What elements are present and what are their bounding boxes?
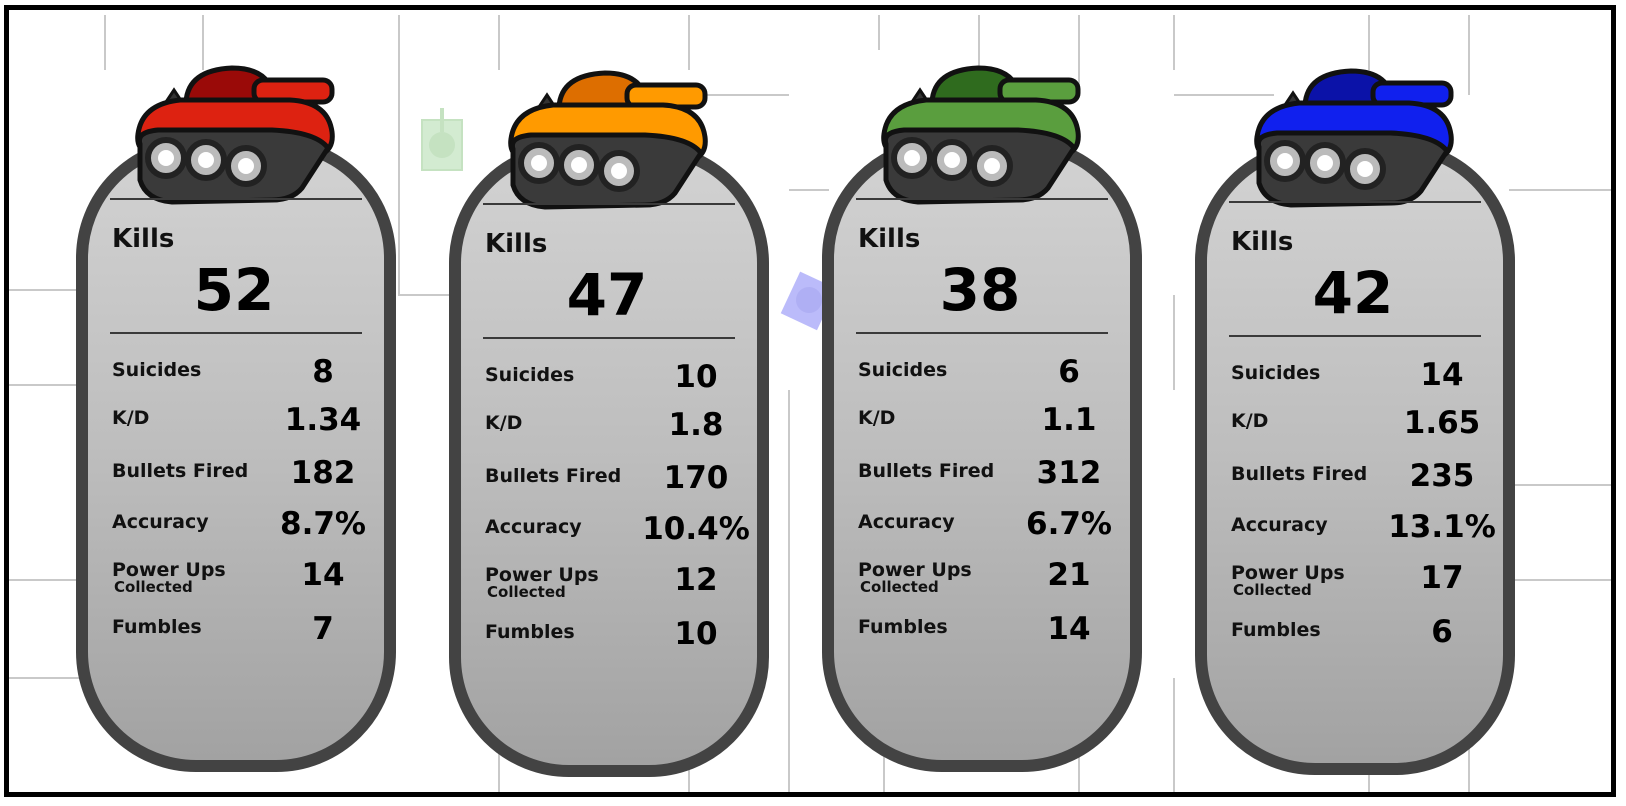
fumbles-value: 10	[674, 616, 718, 652]
suicides-label: Suicides	[858, 359, 948, 381]
fumbles-label: Fumbles	[485, 621, 575, 643]
suicides-value: 14	[1420, 357, 1464, 393]
bullets_fired-value: 312	[1036, 455, 1102, 491]
suicides-label: Suicides	[485, 364, 575, 386]
collected-label-text: Collected	[487, 583, 566, 601]
kills-label: Kills	[112, 224, 175, 254]
power_ups-label: Power Ups Collected	[485, 564, 599, 601]
kd-label: K/D	[858, 407, 896, 429]
power_ups-value: 17	[1420, 560, 1464, 596]
suicides-value: 10	[674, 359, 718, 395]
power-ups-label-text: Power Ups	[1231, 562, 1345, 584]
green-tank-icon	[878, 62, 1100, 212]
bullets_fired-label: Bullets Fired	[1231, 463, 1368, 485]
kd-value: 1.34	[284, 402, 362, 438]
kd-value: 1.1	[1041, 402, 1097, 438]
player-card-orange: Kills 47 Suicides 10 K/D 1.8 Bullets Fired 170 A…	[449, 70, 769, 777]
divider	[1229, 335, 1481, 337]
kd-label: K/D	[485, 412, 523, 434]
kills-value: 52	[193, 256, 275, 324]
divider	[110, 198, 362, 200]
kills-label: Kills	[1231, 227, 1294, 257]
divider	[483, 203, 735, 205]
power_ups-value: 21	[1047, 557, 1091, 593]
kills-value: 42	[1312, 259, 1394, 327]
kd-label: K/D	[112, 407, 150, 429]
bullets_fired-value: 182	[290, 455, 356, 491]
accuracy-label: Accuracy	[1231, 514, 1328, 536]
accuracy-value: 8.7%	[280, 506, 366, 542]
power-ups-label-text: Power Ups	[112, 559, 226, 581]
fumbles-value: 7	[312, 611, 334, 647]
divider	[856, 198, 1108, 200]
suicides-label: Suicides	[1231, 362, 1321, 384]
accuracy-value: 10.4%	[642, 511, 750, 547]
fumbles-label: Fumbles	[858, 616, 948, 638]
fumbles-value: 14	[1047, 611, 1091, 647]
player-card-blue: Kills 42 Suicides 14 K/D 1.65 Bullets Fired 235…	[1195, 68, 1515, 775]
bullets_fired-value: 170	[663, 460, 729, 496]
bullets_fired-value: 235	[1409, 458, 1475, 494]
kills-label: Kills	[485, 229, 548, 259]
accuracy-value: 13.1%	[1388, 509, 1496, 545]
kd-value: 1.65	[1403, 405, 1481, 441]
accuracy-label: Accuracy	[485, 516, 582, 538]
bullets_fired-label: Bullets Fired	[112, 460, 249, 482]
power_ups-label: Power Ups Collected	[112, 559, 226, 596]
player-card-green: Kills 38 Suicides 6 K/D 1.1 Bullets Fired 312 Ac…	[822, 65, 1142, 772]
game-arena: Kills 52 Suicides 8 K/D 1.34 Bullets Fired 182 A…	[4, 5, 1616, 797]
kills-value: 47	[566, 261, 648, 329]
player-card-red: Kills 52 Suicides 8 K/D 1.34 Bullets Fired 182 A…	[76, 65, 396, 772]
red-tank-icon	[132, 62, 354, 212]
kd-label: K/D	[1231, 410, 1269, 432]
orange-tank-icon	[505, 67, 727, 217]
suicides-label: Suicides	[112, 359, 202, 381]
accuracy-label: Accuracy	[858, 511, 955, 533]
suicides-value: 8	[312, 354, 334, 390]
fumbles-label: Fumbles	[112, 616, 202, 638]
kills-value: 38	[939, 256, 1021, 324]
power_ups-label: Power Ups Collected	[1231, 562, 1345, 599]
divider	[856, 332, 1108, 334]
bullets_fired-label: Bullets Fired	[485, 465, 622, 487]
collected-label-text: Collected	[860, 578, 939, 596]
collected-label-text: Collected	[114, 578, 193, 596]
kills-label: Kills	[858, 224, 921, 254]
suicides-value: 6	[1058, 354, 1080, 390]
divider	[483, 337, 735, 339]
divider	[1229, 201, 1481, 203]
divider	[110, 332, 362, 334]
bullets_fired-label: Bullets Fired	[858, 460, 995, 482]
fumbles-value: 6	[1431, 614, 1453, 650]
fumbles-label: Fumbles	[1231, 619, 1321, 641]
collected-label-text: Collected	[1233, 581, 1312, 599]
power_ups-value: 14	[301, 557, 345, 593]
blue-tank-icon	[1251, 65, 1473, 215]
power_ups-value: 12	[674, 562, 718, 598]
accuracy-label: Accuracy	[112, 511, 209, 533]
power_ups-label: Power Ups Collected	[858, 559, 972, 596]
power-ups-label-text: Power Ups	[485, 564, 599, 586]
green-tank-icon	[421, 108, 463, 171]
accuracy-value: 6.7%	[1026, 506, 1112, 542]
kd-value: 1.8	[668, 407, 724, 443]
power-ups-label-text: Power Ups	[858, 559, 972, 581]
